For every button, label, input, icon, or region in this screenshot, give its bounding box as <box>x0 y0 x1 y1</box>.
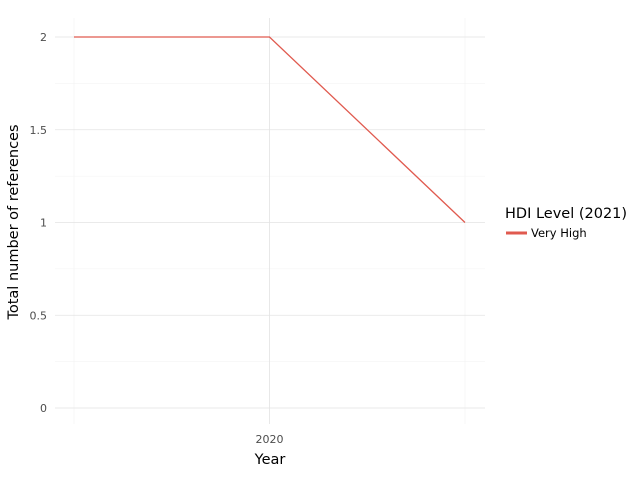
y-tick-label: 0.5 <box>30 309 48 322</box>
legend-title: HDI Level (2021) <box>505 206 627 222</box>
legend-label-very-high: Very High <box>531 226 587 240</box>
y-tick-label: 1 <box>40 217 47 230</box>
series-line-very-high <box>74 36 466 223</box>
y-tick-labels: 0 0.5 1 1.5 2 <box>30 31 48 415</box>
x-tick-labels: 2020 <box>256 433 284 446</box>
y-axis-title: Total number of references <box>6 124 22 320</box>
series-layer <box>74 36 466 223</box>
legend: HDI Level (2021) Very High <box>505 206 627 240</box>
y-tick-label: 1.5 <box>30 124 48 137</box>
minor-gridlines <box>55 18 485 424</box>
x-tick-label: 2020 <box>256 433 284 446</box>
y-tick-label: 2 <box>40 31 47 44</box>
x-axis-title: Year <box>254 452 286 468</box>
major-gridlines <box>55 18 485 424</box>
y-tick-label: 0 <box>40 402 47 415</box>
